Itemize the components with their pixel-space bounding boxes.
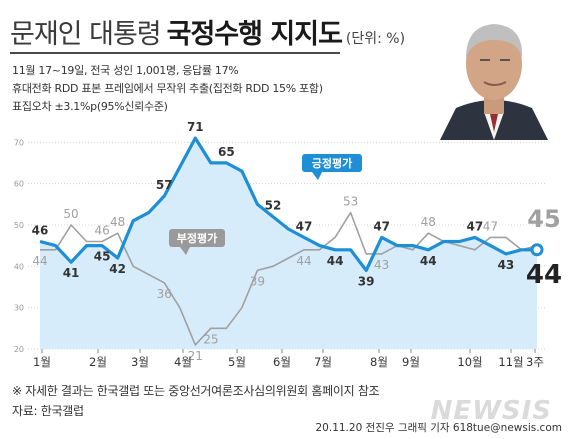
x-tick-label: 8월 <box>370 355 388 369</box>
positive-data-label: 71 <box>187 120 204 134</box>
positive-legend-label: 긍정평가 <box>312 156 352 170</box>
y-tick-label: 30 <box>14 304 24 313</box>
source-label: 자료: 한국갤럽 <box>12 404 84 418</box>
positive-data-label: 39 <box>358 274 375 288</box>
x-tick-label: 3월 <box>131 355 149 369</box>
final-negative-value: 45 <box>527 205 560 233</box>
x-tick-label: 1월 <box>33 355 51 369</box>
negative-data-label: 44 <box>296 254 311 268</box>
x-tick-label: 6월 <box>273 355 291 369</box>
negative-data-label: 21 <box>188 349 203 363</box>
positive-data-label: 44 <box>420 254 437 268</box>
negative-data-label: 48 <box>110 215 125 229</box>
positive-data-label: 65 <box>218 145 235 159</box>
positive-data-label: 46 <box>32 224 49 238</box>
negative-data-label: 50 <box>63 207 78 221</box>
positive-legend-pointer <box>312 172 322 180</box>
negative-data-label: 43 <box>374 258 389 272</box>
positive-data-label: 57 <box>156 178 173 192</box>
positive-data-label: 45 <box>94 250 111 264</box>
positive-data-label: 47 <box>373 219 390 233</box>
x-tick-label: 11월 <box>498 355 523 369</box>
x-tick-label: 4월 <box>174 355 192 369</box>
credit-line: 20.11.20 전진우 그래픽 기자 618tue@newsis.com <box>315 422 563 434</box>
title-regular: 문재인 대통령 <box>10 19 162 50</box>
positive-data-label: 41 <box>63 266 80 280</box>
negative-legend-label: 부정평가 <box>177 231 217 245</box>
unit-label: (단위: %) <box>345 31 406 47</box>
x-tick-label: 3주 <box>526 355 544 369</box>
x-tick-label: 5월 <box>228 355 246 369</box>
positive-end-point <box>530 243 544 257</box>
negative-data-label: 44 <box>32 254 47 268</box>
x-tick-label: 7월 <box>314 355 332 369</box>
positive-legend-box <box>302 154 362 172</box>
newsis-watermark: NEWSIS <box>430 396 552 426</box>
title-bold: 국정수행 지지도 <box>166 19 343 50</box>
negative-data-label: 48 <box>421 215 436 229</box>
survey-method: 휴대전화 RDD 표본 프레임에서 무작위 추출(집전화 RDD 15% 포함) <box>12 82 323 95</box>
final-positive-value: 44 <box>526 260 562 290</box>
negative-data-label: 36 <box>157 287 172 301</box>
y-tick-label: 60 <box>14 180 24 189</box>
y-tick-label: 20 <box>14 345 24 354</box>
footnote: ※ 자세한 결과는 한국갤럽 또는 중앙선거여론조사심의위원회 홈페이지 참조 <box>12 384 380 398</box>
positive-data-label: 44 <box>327 254 344 268</box>
positive-data-label: 43 <box>498 258 515 272</box>
survey-margin: 표집오차 ±3.1%p(95%신뢰수준) <box>12 100 168 113</box>
negative-data-label: 46 <box>94 224 109 238</box>
chart-title: 문재인 대통령 국정수행 지지도 (단위: %) <box>10 12 405 51</box>
positive-data-label: 52 <box>265 199 282 213</box>
x-tick-label: 10월 <box>457 355 482 369</box>
positive-data-label: 47 <box>467 219 484 233</box>
negative-legend-box <box>169 229 225 247</box>
positive-data-label: 42 <box>109 262 126 276</box>
positive-data-label: 47 <box>296 219 313 233</box>
y-tick-label: 50 <box>14 221 24 230</box>
negative-legend-pointer <box>180 247 190 255</box>
president-portrait-image <box>440 18 568 140</box>
negative-data-label: 39 <box>250 274 265 288</box>
positive-series-line <box>39 136 537 272</box>
x-tick-label: 2월 <box>89 355 107 369</box>
survey-period: 11월 17~19일, 전국 성인 1,001명, 응답률 17% <box>12 64 239 77</box>
title-divider <box>10 52 340 54</box>
x-tick-label: 9월 <box>402 355 420 369</box>
y-tick-label: 40 <box>14 262 24 271</box>
negative-data-label: 25 <box>203 332 218 346</box>
y-tick-label: 70 <box>14 138 24 147</box>
negative-data-label: 53 <box>343 195 358 209</box>
positive-area <box>40 138 537 349</box>
negative-data-label: 47 <box>483 219 498 233</box>
